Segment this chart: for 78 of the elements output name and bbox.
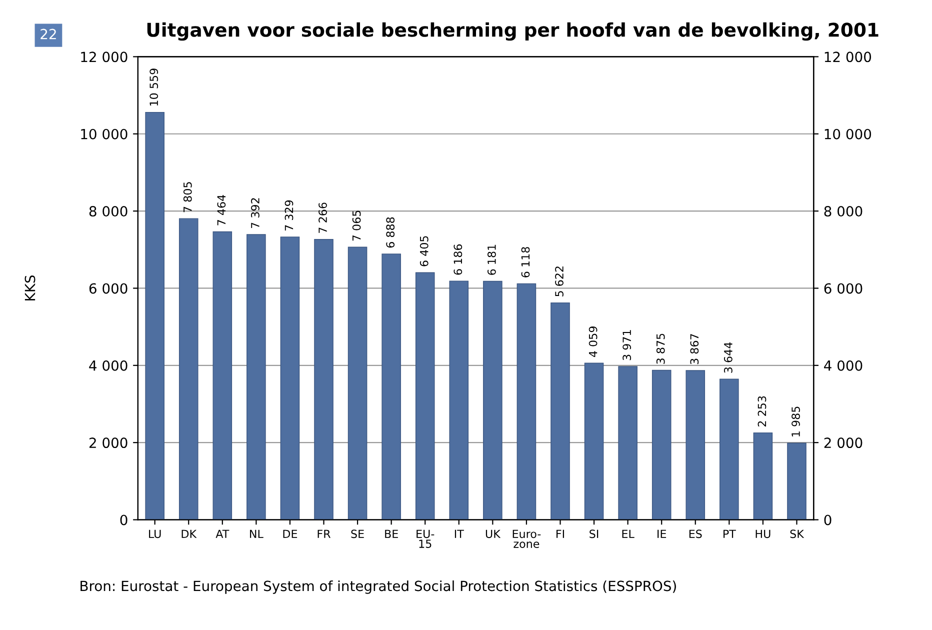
bar <box>382 254 401 520</box>
x-tick-label: LU <box>149 530 161 538</box>
data-label: 6 118 <box>521 247 530 278</box>
x-tick-label: FI <box>556 530 564 538</box>
y-tick-label: 6 000 <box>89 283 128 294</box>
data-label: 3 971 <box>622 330 632 360</box>
x-tick-label: ES <box>689 530 702 538</box>
y-tick-label: 8 000 <box>89 206 128 217</box>
y2-tick-label: 12 000 <box>824 52 872 62</box>
x-tick-label: SK <box>790 530 804 538</box>
x-tick-label: FR <box>318 530 330 538</box>
y2-tick-label: 6 000 <box>824 283 862 294</box>
bar <box>686 370 706 520</box>
bar <box>787 442 806 520</box>
data-label: 7 329 <box>284 200 294 230</box>
data-label: 7 065 <box>352 210 361 241</box>
y-tick-label: 10 000 <box>81 128 128 140</box>
y2-tick-label: 2 000 <box>824 438 862 448</box>
bar <box>178 218 198 520</box>
x-tick-label: EL <box>622 530 634 538</box>
data-label: 5 622 <box>555 266 564 296</box>
text: Bron: Eurostat - European System of integrated Social Protection Statistics (ESSPROS) <box>80 580 676 594</box>
bar <box>753 432 773 520</box>
bar <box>246 234 266 520</box>
bar <box>145 112 164 520</box>
data-label: 2 253 <box>758 396 766 426</box>
bar <box>415 272 435 520</box>
bar <box>449 280 469 520</box>
bar <box>584 362 604 520</box>
x-tick-label: DE <box>283 530 298 538</box>
x-tick-label: AT <box>216 530 230 538</box>
y-tick-label: 12 000 <box>81 52 128 62</box>
bar <box>314 239 334 520</box>
data-label: 4 059 <box>588 326 598 358</box>
data-label: 7 392 <box>251 198 260 228</box>
x-tick-label: SI <box>590 530 598 538</box>
x-tick-label: IT <box>454 530 464 538</box>
bar <box>652 370 672 520</box>
data-label: 3 644 <box>724 342 732 373</box>
bar <box>280 236 300 520</box>
chart-title: Uitgaven voor sociale bescherming per hoofd van de bevolking, 2001 <box>147 22 878 41</box>
bar <box>516 283 536 520</box>
y-axis-title: KKS <box>24 275 36 300</box>
data-label: 7 464 <box>217 194 226 226</box>
x-tick-label: UK <box>486 530 501 538</box>
text: 22 <box>40 28 56 40</box>
bar <box>550 302 570 520</box>
bar <box>483 280 502 520</box>
x-tick-label: IE <box>658 530 666 538</box>
data-label: 10 559 <box>150 68 158 106</box>
data-label: 7 266 <box>318 202 327 233</box>
data-label: 6 181 <box>488 244 496 275</box>
y-tick-label: 0 <box>120 514 128 526</box>
x-tick-label: BE <box>385 530 398 538</box>
data-label: 6 888 <box>386 217 395 248</box>
x-tick-label: Euro- zone <box>512 530 541 548</box>
y2-tick-label: 8 000 <box>824 206 862 217</box>
x-tick-label: EU- 15 <box>416 530 434 548</box>
y-tick-label: 4 000 <box>89 360 128 371</box>
y2-tick-label: 4 000 <box>824 360 862 371</box>
data-label: 3 867 <box>690 334 699 364</box>
x-tick-label: PT <box>724 530 736 538</box>
x-tick-label: SE <box>351 530 364 538</box>
bar <box>348 246 368 520</box>
x-tick-label: HU <box>756 530 770 538</box>
data-label: 6 405 <box>420 236 428 266</box>
data-label: 3 875 <box>656 334 665 364</box>
x-tick-label: DK <box>182 530 197 538</box>
data-label: 1 985 <box>792 406 800 436</box>
x-tick-label: NL <box>250 530 264 538</box>
y-tick-label: 2 000 <box>89 438 128 448</box>
data-label: 7 805 <box>183 182 192 212</box>
bar <box>212 231 232 520</box>
bar <box>720 378 739 520</box>
y2-tick-label: 10 000 <box>824 128 872 140</box>
data-label: 6 186 <box>454 244 462 275</box>
bar <box>618 366 638 520</box>
y2-tick-label: 0 <box>824 514 832 526</box>
